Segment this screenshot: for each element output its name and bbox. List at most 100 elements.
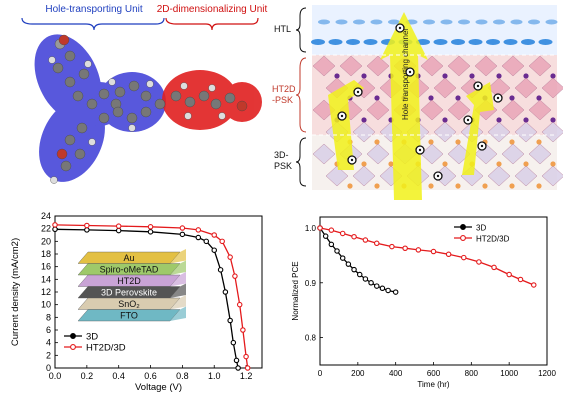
legend-label: HT2D/3D [476, 235, 510, 244]
x-tick-label: 200 [351, 369, 365, 378]
data-point [461, 254, 467, 261]
data-point [491, 264, 497, 271]
htl-label: HTL [274, 24, 291, 34]
data-point [244, 365, 251, 371]
stack-layer-label: Au [123, 253, 134, 263]
data-point [351, 266, 357, 273]
atoms [48, 34, 248, 184]
data-point [345, 261, 352, 267]
structure-panel: Hole transporting channel HTL HT2D -PSK … [272, 5, 563, 200]
stack-layer-label: HT2D [117, 276, 141, 286]
legend-marker [70, 344, 76, 350]
y-tick-label: 8 [46, 312, 51, 322]
data-point [368, 280, 374, 286]
data-point [328, 227, 335, 233]
data-point [195, 234, 202, 241]
y-axis-label: Normalized PCE [291, 261, 300, 320]
data-point [379, 285, 386, 292]
data-point [52, 222, 58, 228]
legend-marker [460, 224, 466, 230]
x-tick-label: 1200 [538, 369, 556, 378]
data-point [317, 225, 323, 231]
data-point [211, 247, 217, 253]
data-point [339, 230, 346, 237]
x-axis-label: Time (hr) [417, 380, 449, 389]
data-point [233, 357, 240, 364]
hole-unit-label: Hole-transporting Unit [45, 4, 142, 15]
x-tick-label: 0 [318, 369, 323, 378]
x-tick-label: 1.0 [208, 371, 221, 381]
x-tick-label: 0.8 [176, 371, 189, 381]
stack-layer-side [170, 260, 186, 275]
series-line [54, 224, 249, 369]
data-point [374, 283, 380, 289]
data-point [115, 223, 122, 229]
legend-label: 3D [476, 224, 486, 233]
data-point [230, 339, 237, 346]
data-point [322, 233, 329, 239]
jv-chart: 0.0 0.2 0.4 0.6 0.8 1.0 1.20246810121416182022… [10, 211, 263, 393]
y-tick-label: 20 [41, 236, 51, 246]
y-tick-label: 10 [41, 300, 51, 310]
data-point [232, 273, 238, 279]
hole-unit-brace [21, 17, 165, 31]
stack-layer-side [170, 249, 186, 264]
x-tick-label: 0.6 [144, 371, 157, 381]
data-point [445, 251, 452, 258]
data-point [356, 271, 363, 278]
y-tick-label: 0.8 [305, 334, 317, 343]
x-tick-label: 600 [427, 369, 441, 378]
data-point [430, 248, 437, 255]
legend-marker [70, 333, 76, 339]
y-tick-label: 0 [46, 363, 51, 373]
data-point [415, 247, 422, 253]
data-point [362, 237, 369, 243]
y-tick-label: 4 [46, 338, 51, 348]
data-point [179, 225, 186, 231]
data-point [351, 233, 357, 240]
y-tick-label: 24 [41, 211, 51, 221]
x-tick-label: 1.2 [240, 371, 253, 381]
hole-channel [328, 12, 494, 200]
data-point [385, 287, 391, 294]
x-tick-label: 400 [389, 369, 403, 378]
stack-layer-label: FTO [120, 311, 138, 321]
y-axis-label: Current density (mA/cm2) [10, 238, 21, 346]
data-point [219, 238, 225, 245]
data-point [203, 238, 210, 245]
x-tick-label: 0.4 [112, 371, 125, 381]
data-point [84, 222, 90, 229]
data-point [52, 226, 58, 233]
data-point [211, 232, 217, 238]
ht2d-label-2: -PSK [272, 95, 293, 105]
psk3d-label-1: 3D- [274, 150, 289, 160]
data-point [402, 245, 408, 251]
data-point [240, 327, 246, 333]
data-point [476, 259, 482, 265]
channel-label: Hole transporting channel [401, 29, 410, 120]
ht2d-label-1: HT2D [272, 84, 296, 94]
data-point [227, 317, 233, 324]
data-point [506, 271, 512, 278]
y-tick-label: 14 [41, 274, 51, 284]
data-point [235, 365, 241, 371]
ht2d-brace [295, 57, 307, 133]
data-point [236, 301, 243, 308]
hole-markers [337, 23, 503, 181]
stack-layer-side [170, 272, 186, 287]
y-tick-label: 6 [46, 325, 51, 335]
y-tick-label: 12 [41, 287, 51, 297]
y-tick-label: 22 [41, 224, 51, 234]
htl-molecules [311, 19, 558, 45]
stack-layer-label: Spiro-oMeTAD [100, 265, 159, 275]
stack-layer-label: SnO₂ [118, 299, 140, 309]
data-point [147, 229, 154, 235]
data-point [179, 231, 186, 238]
data-point [227, 254, 233, 260]
htl-layer [312, 5, 557, 55]
stack-layer-side [170, 283, 186, 298]
data-point [374, 240, 380, 247]
dim-unit-label: 2D-dimensionalizing Unit [157, 4, 268, 15]
